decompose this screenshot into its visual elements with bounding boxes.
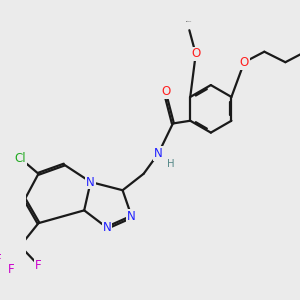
Text: N: N (103, 221, 111, 234)
Text: N: N (154, 147, 163, 160)
Text: Cl: Cl (14, 152, 26, 165)
Text: methoxy: methoxy (186, 21, 193, 22)
Text: H: H (167, 159, 175, 169)
Text: N: N (86, 176, 95, 188)
Text: O: O (161, 85, 170, 98)
Text: F: F (35, 259, 42, 272)
Text: O: O (191, 47, 200, 61)
Text: F: F (0, 253, 2, 266)
Text: N: N (128, 210, 136, 223)
Text: O: O (240, 56, 249, 69)
Text: F: F (8, 263, 14, 276)
